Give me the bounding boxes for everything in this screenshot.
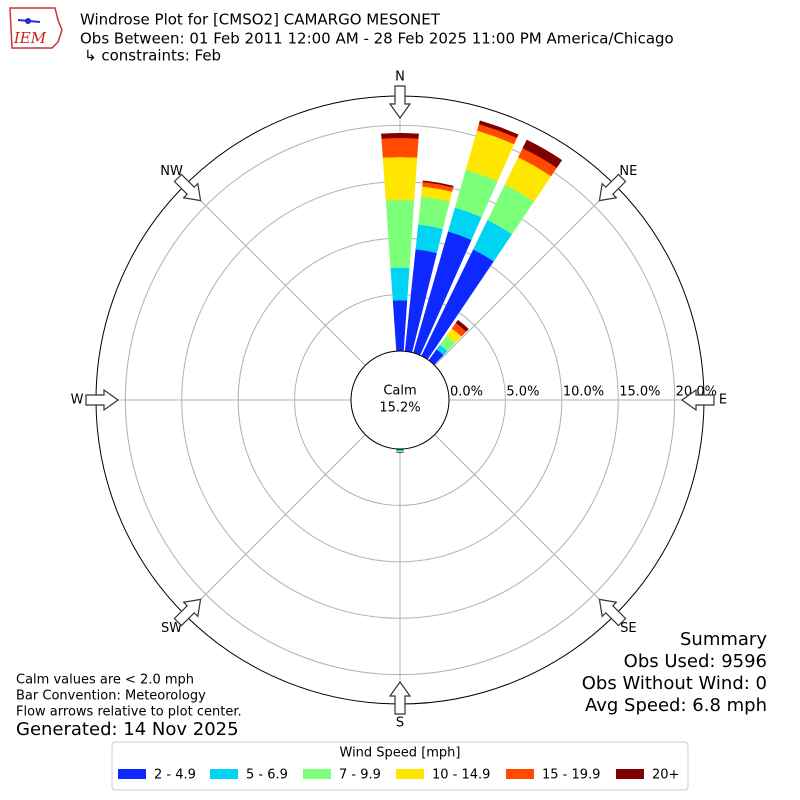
legend-swatch bbox=[303, 769, 331, 779]
flow-arrow bbox=[388, 680, 412, 715]
note: Bar Convention: Meteorology bbox=[16, 689, 206, 704]
r-tick-label: 0.0% bbox=[450, 385, 483, 400]
arrow-shape bbox=[388, 85, 412, 120]
bar-segment bbox=[382, 156, 418, 201]
summary-line: Summary bbox=[680, 629, 767, 650]
r-tick-label: 15.0% bbox=[619, 385, 660, 400]
logo: IEM bbox=[9, 7, 63, 49]
summary-line: Obs Without Wind: 0 bbox=[582, 673, 767, 694]
flow-arrow bbox=[598, 173, 627, 202]
legend-swatch bbox=[118, 769, 146, 779]
direction-label: NE bbox=[619, 164, 637, 179]
r-tick-label: 10.0% bbox=[563, 385, 604, 400]
legend-label: 15 - 19.9 bbox=[542, 768, 600, 783]
arrow-shape bbox=[173, 598, 202, 627]
arrow-shape bbox=[680, 388, 715, 412]
arrow-shape bbox=[598, 598, 627, 627]
flow-arrow bbox=[173, 173, 202, 202]
arrow-shape bbox=[598, 173, 627, 202]
legend-label: 20+ bbox=[652, 768, 679, 783]
grid-ring bbox=[124, 124, 676, 676]
spoke bbox=[184, 434, 366, 616]
spoke bbox=[434, 184, 616, 366]
flow-arrow bbox=[388, 85, 412, 120]
bar-segment bbox=[381, 137, 419, 158]
arrow-shape bbox=[85, 388, 120, 412]
arrow-shape bbox=[173, 173, 202, 202]
chart-title: Windrose Plot for [CMSO2] CAMARGO MESONE… bbox=[80, 11, 441, 29]
legend-box bbox=[111, 741, 689, 791]
bar-segment bbox=[390, 267, 410, 301]
flow-arrow bbox=[598, 598, 627, 627]
legend-swatch bbox=[210, 769, 238, 779]
note: Flow arrows relative to plot center. bbox=[16, 705, 242, 720]
direction-label: S bbox=[396, 716, 404, 731]
legend-title: Wind Speed [mph] bbox=[340, 746, 461, 761]
logo-dot bbox=[25, 18, 31, 24]
summary-line: Avg Speed: 6.8 mph bbox=[585, 695, 767, 716]
generated: Generated: 14 Nov 2025 bbox=[16, 719, 239, 740]
logo-outline bbox=[9, 7, 63, 49]
bar-segment bbox=[381, 132, 419, 139]
bar-segment bbox=[392, 299, 408, 352]
arrow-shape bbox=[388, 680, 412, 715]
flow-arrow bbox=[680, 388, 715, 412]
direction-label: N bbox=[395, 70, 405, 85]
bar-segment bbox=[385, 199, 415, 269]
calm-value: 15.2% bbox=[379, 401, 420, 416]
legend-swatch bbox=[616, 769, 644, 779]
logo-text: IEM bbox=[13, 29, 47, 47]
r-tick-label: 5.0% bbox=[506, 385, 539, 400]
flow-arrow bbox=[173, 598, 202, 627]
direction-label: SW bbox=[161, 621, 182, 636]
flow-arrow bbox=[85, 388, 120, 412]
calm-label: Calm bbox=[383, 384, 416, 399]
note: Calm values are < 2.0 mph bbox=[16, 673, 194, 688]
calm-circle bbox=[350, 350, 450, 450]
bar-segment bbox=[415, 224, 444, 254]
spoke bbox=[434, 434, 616, 616]
direction-label: E bbox=[719, 393, 727, 408]
legend-label: 2 - 4.9 bbox=[154, 768, 196, 783]
legend-label: 7 - 9.9 bbox=[339, 768, 381, 783]
legend-swatch bbox=[396, 769, 424, 779]
summary-line: Obs Used: 9596 bbox=[624, 651, 767, 672]
bar-segment bbox=[522, 139, 563, 168]
direction-label: W bbox=[71, 393, 84, 408]
spoke bbox=[184, 184, 366, 366]
legend-swatch bbox=[506, 769, 534, 779]
bar-segment bbox=[478, 120, 519, 139]
legend-label: 10 - 14.9 bbox=[432, 768, 490, 783]
bar-segment bbox=[418, 196, 450, 230]
direction-label: SE bbox=[620, 621, 636, 636]
direction-label: NW bbox=[160, 164, 183, 179]
bar-segment bbox=[455, 319, 469, 332]
bar-segment bbox=[422, 180, 454, 188]
legend-label: 5 - 6.9 bbox=[246, 768, 288, 783]
constraints: ↳ constraints: Feb bbox=[84, 47, 221, 65]
chart-subtitle: Obs Between: 01 Feb 2011 12:00 AM - 28 F… bbox=[80, 30, 674, 48]
